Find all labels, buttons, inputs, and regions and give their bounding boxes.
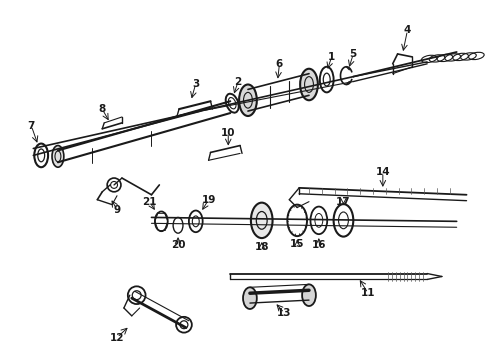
Text: 9: 9 bbox=[114, 204, 121, 215]
Text: 19: 19 bbox=[201, 195, 216, 205]
Text: 20: 20 bbox=[171, 240, 185, 250]
Ellipse shape bbox=[251, 203, 272, 238]
Text: 8: 8 bbox=[98, 104, 106, 114]
Text: 21: 21 bbox=[142, 197, 157, 207]
Text: 3: 3 bbox=[192, 78, 199, 89]
Text: 11: 11 bbox=[361, 288, 375, 298]
Text: 16: 16 bbox=[312, 240, 326, 250]
Text: 7: 7 bbox=[27, 121, 35, 131]
Text: 12: 12 bbox=[110, 333, 124, 342]
Text: 17: 17 bbox=[336, 197, 351, 207]
Text: 15: 15 bbox=[290, 239, 304, 249]
Text: 6: 6 bbox=[276, 59, 283, 69]
Ellipse shape bbox=[243, 287, 257, 309]
Text: 1: 1 bbox=[328, 52, 335, 62]
Text: 10: 10 bbox=[221, 128, 236, 138]
Ellipse shape bbox=[300, 69, 318, 100]
Ellipse shape bbox=[52, 145, 64, 167]
Text: 5: 5 bbox=[350, 49, 357, 59]
Text: 14: 14 bbox=[375, 167, 390, 177]
Text: 4: 4 bbox=[404, 25, 411, 35]
Text: 2: 2 bbox=[235, 77, 242, 86]
Text: 13: 13 bbox=[277, 308, 292, 318]
Ellipse shape bbox=[302, 284, 316, 306]
Ellipse shape bbox=[239, 85, 257, 116]
Text: 18: 18 bbox=[254, 242, 269, 252]
